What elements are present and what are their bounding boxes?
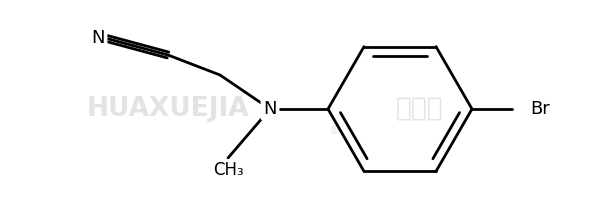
Text: CH₃: CH₃ [212, 161, 244, 179]
Text: HUAXUEJIA: HUAXUEJIA [86, 96, 250, 122]
Text: Br: Br [530, 100, 550, 118]
Text: N: N [91, 29, 105, 47]
Text: N: N [263, 100, 277, 118]
Text: ®: ® [328, 126, 338, 136]
Text: 化学加: 化学加 [396, 96, 444, 122]
